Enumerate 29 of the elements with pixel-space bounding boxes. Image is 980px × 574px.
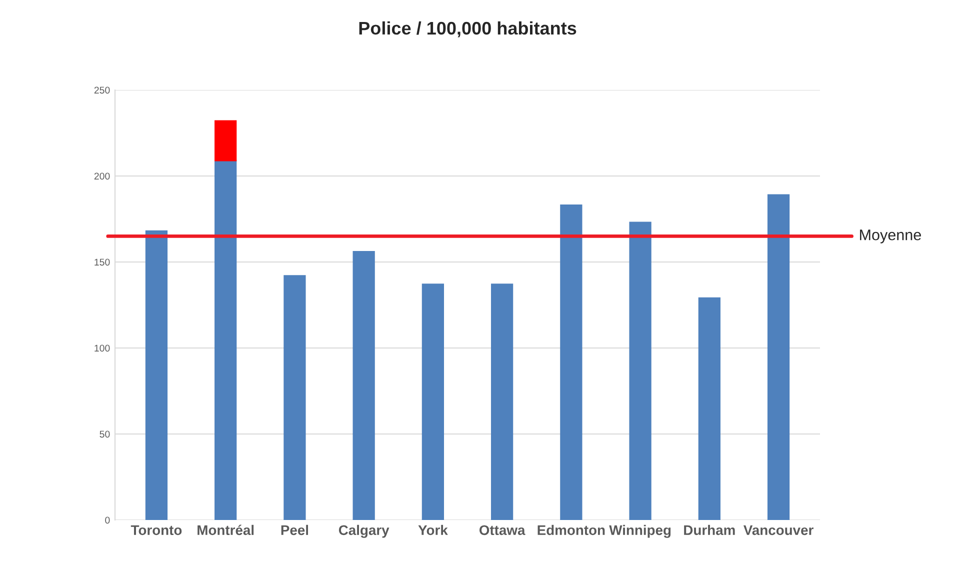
x-tick-label: Vancouver (744, 525, 814, 536)
y-tick-label: 150 (94, 258, 110, 266)
y-tick-label: 250 (94, 86, 110, 94)
y-tick-label: 200 (94, 172, 110, 180)
bar (214, 120, 237, 162)
bar (145, 230, 168, 520)
bar (214, 160, 237, 520)
bar (629, 222, 652, 520)
x-tick-label: Calgary (338, 524, 390, 538)
bar (560, 204, 582, 520)
x-tick-label: Edmonton (538, 524, 605, 536)
x-tick-label: Winnipeg (609, 524, 671, 538)
ref-line-label: Moyenne (860, 230, 921, 244)
bar (490, 284, 514, 520)
bar (422, 284, 444, 520)
chart-title: Police / 100,000 habitants (359, 21, 576, 38)
bar (284, 275, 306, 520)
y-tick-label: 0 (105, 516, 110, 524)
y-tick-label: 50 (100, 430, 110, 438)
bar (352, 250, 375, 520)
x-tick-label: Toronto (130, 525, 182, 536)
y-tick-label: 100 (94, 344, 110, 352)
x-tick-label: York (418, 524, 448, 536)
x-tick-label: Peel (281, 524, 308, 536)
x-tick-label: Durham (684, 524, 735, 536)
x-tick-label: Montréal (198, 524, 254, 536)
x-tick-label: Ottawa (479, 525, 526, 536)
bar (698, 297, 720, 520)
bar (767, 194, 790, 520)
